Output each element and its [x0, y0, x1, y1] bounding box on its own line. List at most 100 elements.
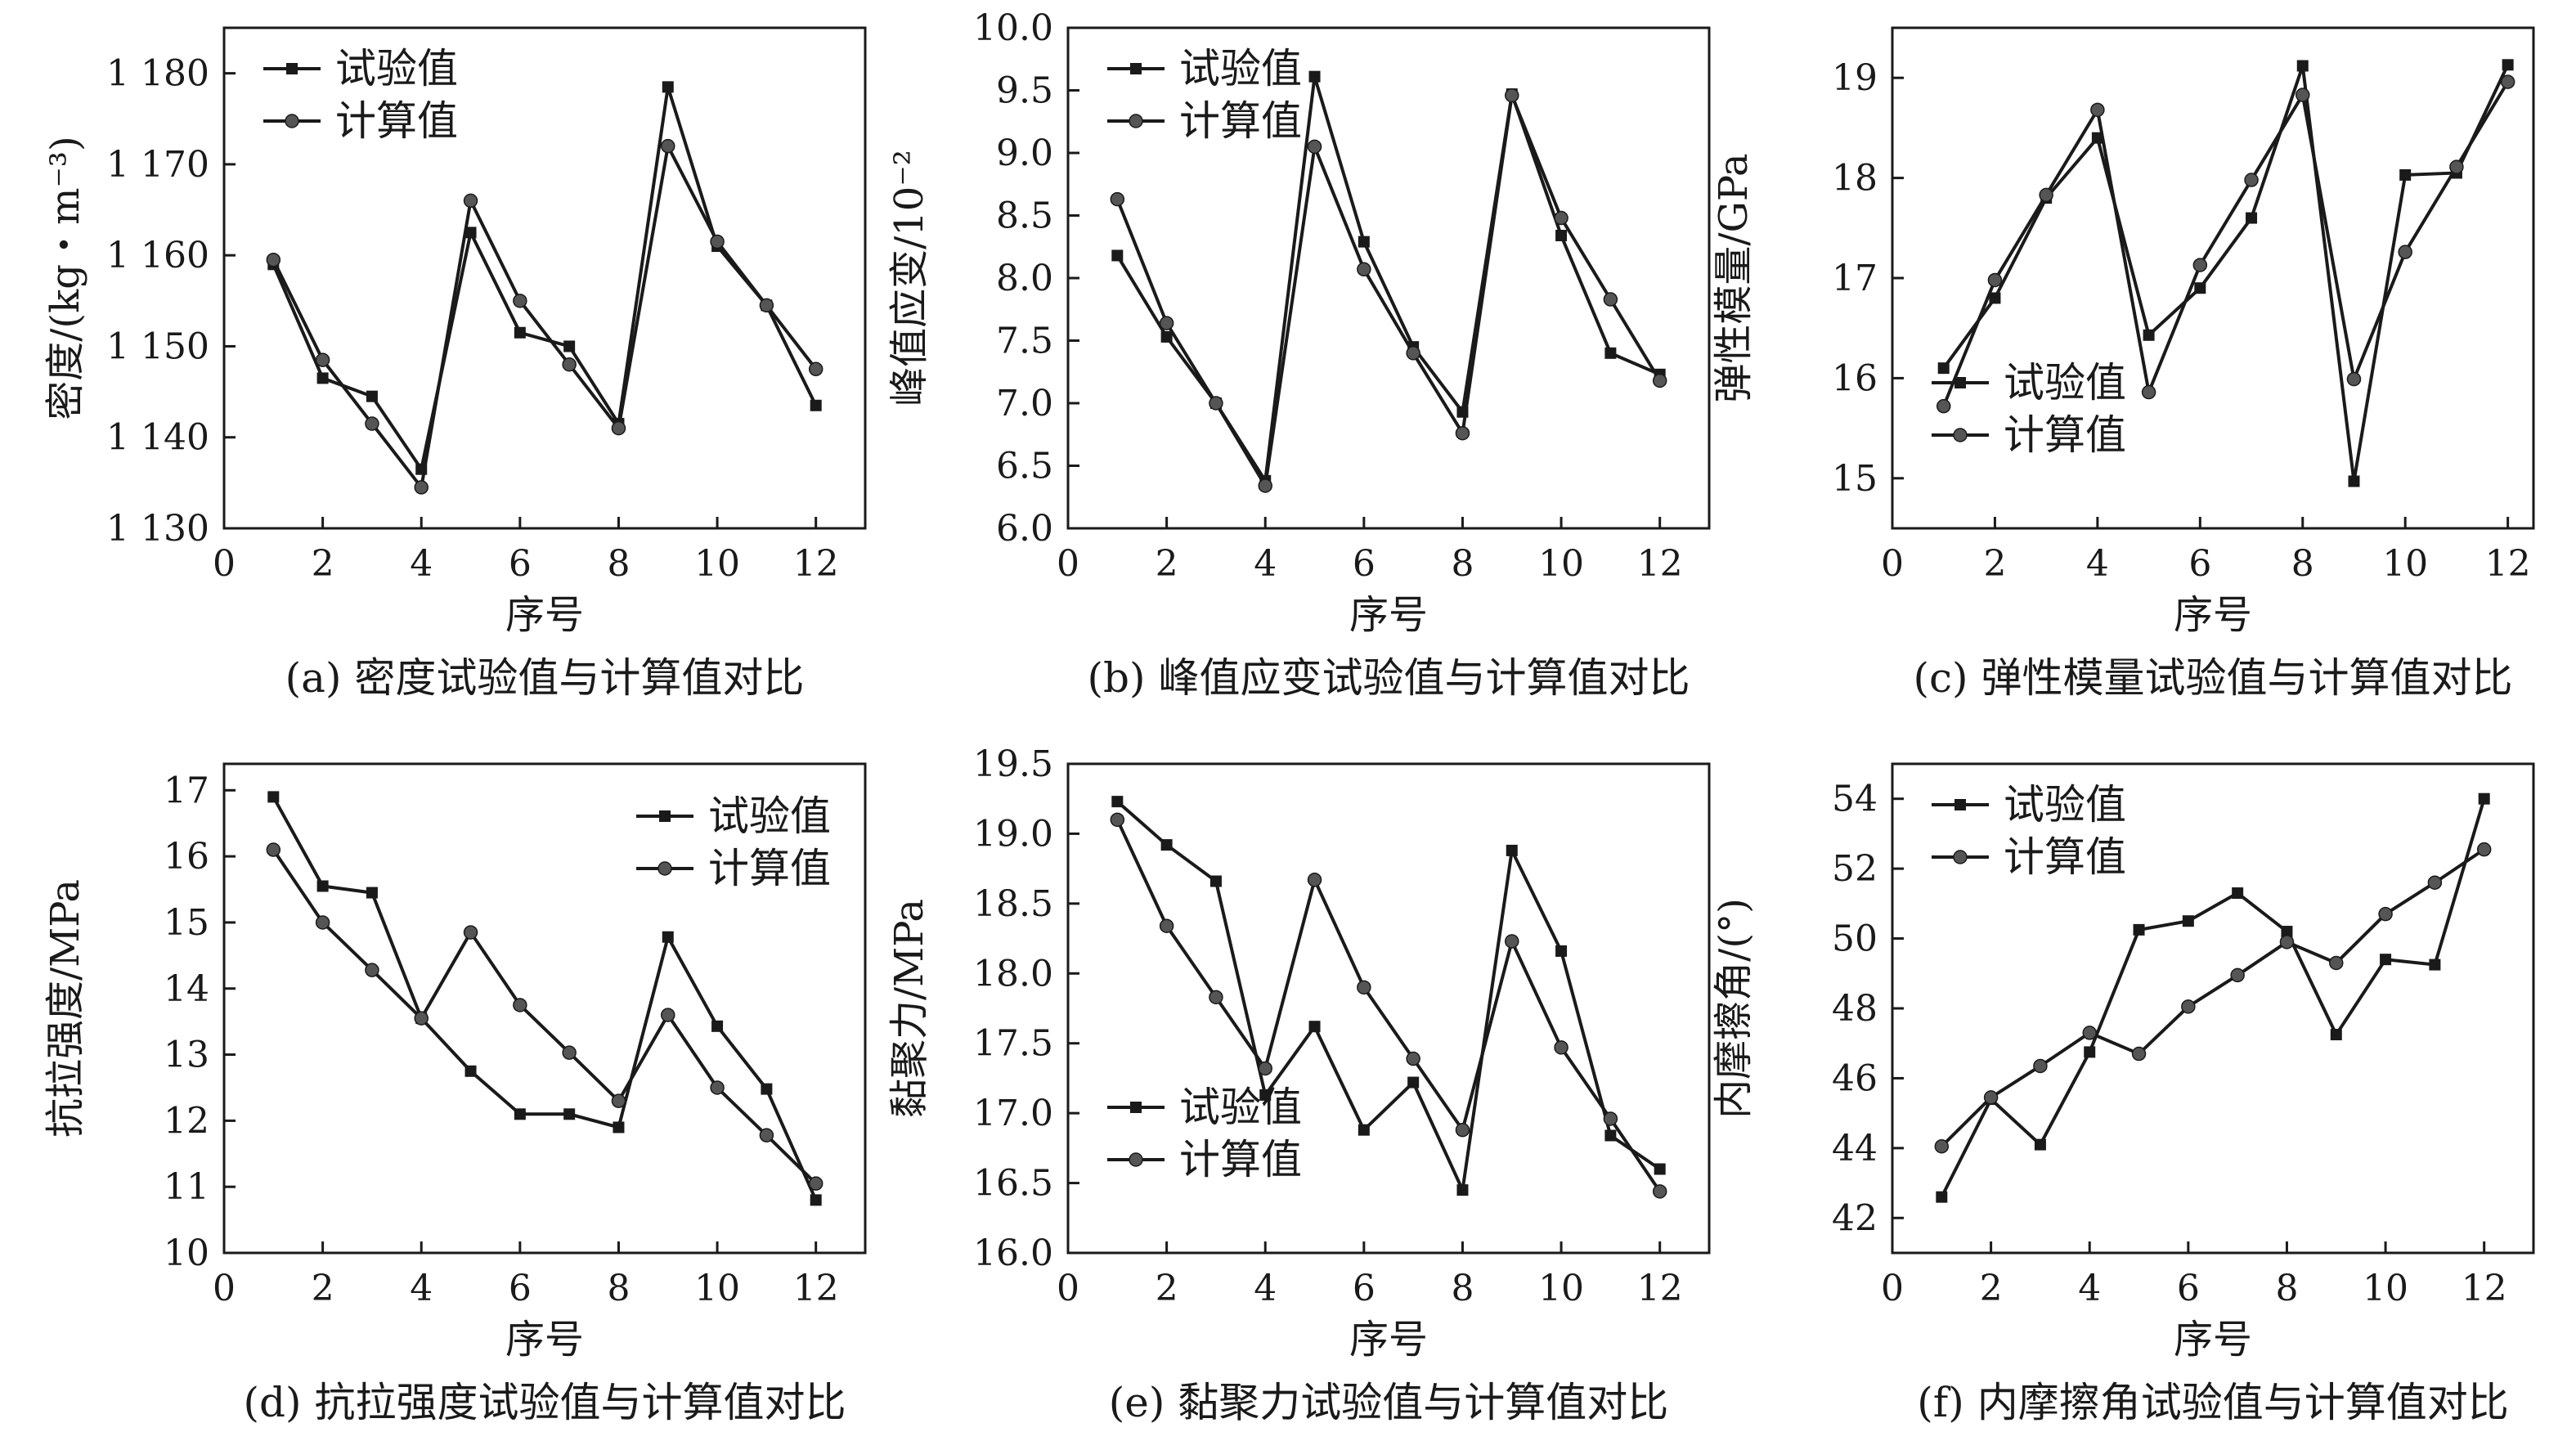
y-tick-label: 52 [1832, 848, 1878, 890]
x-tick-label: 12 [1637, 543, 1683, 585]
series-calculated-point [710, 1080, 725, 1095]
series-experimental-point [711, 1020, 724, 1032]
series-experimental-point [2296, 60, 2309, 72]
x-tick-label: 6 [1353, 1268, 1376, 1309]
legend-label: 计算值 [2004, 411, 2126, 459]
y-tick-label: 9.0 [996, 132, 1053, 174]
series-experimental-point [2091, 132, 2103, 144]
y-axis-label: 密度/(kg・m⁻³) [43, 136, 88, 420]
series-calculated-point [1406, 346, 1420, 361]
x-tick-label: 2 [1983, 543, 2006, 585]
x-tick-label: 4 [2078, 1268, 2101, 1309]
series-calculated-point [2296, 88, 2310, 102]
chart-panel-b: 0 2 4 6 8 10 12 6.0 6.5 7.0 7.5 8.0 8.5 9.0 9.5 10.0 序号 峰… [886, 7, 1711, 702]
y-tick-label: 16 [164, 836, 209, 878]
y-tick-label: 14 [164, 968, 209, 1010]
series-calculated-point [2230, 967, 2245, 983]
x-tick-label: 2 [1156, 1268, 1178, 1309]
series-experimental-point [810, 399, 822, 411]
series-calculated-point [808, 361, 824, 377]
chart-panel-d: 0 2 4 6 8 10 12 10 11 12 13 14 15 16 17 序号 抗拉强度/MPa (d) 抗… [43, 762, 867, 1426]
series-calculated-point [1357, 262, 1371, 277]
series-calculated-point [2082, 1026, 2097, 1040]
series-experimental-point [1555, 229, 1568, 241]
x-tick-label: 12 [2462, 1268, 2507, 1309]
series-experimental-point [1989, 292, 2001, 304]
series-experimental-point [464, 1065, 477, 1077]
series-calculated-point [661, 138, 675, 154]
y-tick-label: 1 170 [106, 144, 209, 186]
x-tick-label: 2 [312, 1268, 334, 1309]
series-experimental-point [1407, 1076, 1420, 1089]
y-tick-label: 8.0 [996, 258, 1053, 299]
y-tick-label: 50 [1832, 918, 1878, 960]
series-calculated-point [2039, 187, 2053, 203]
series-calculated-point [513, 998, 527, 1012]
series-calculated-point [513, 294, 527, 308]
x-tick-label: 4 [1254, 1268, 1277, 1309]
x-tick-label: 0 [213, 543, 236, 585]
y-axis-label: 弹性模量/GPa [1711, 153, 1757, 402]
series-calculated-point [1934, 1138, 1950, 1154]
series-calculated-point [710, 234, 725, 249]
x-axis-label: 序号 [505, 592, 584, 638]
x-tick-label: 6 [1353, 543, 1376, 585]
series-experimental-point [563, 1108, 576, 1120]
y-tick-label: 44 [1832, 1128, 1878, 1169]
series-experimental-line [1942, 64, 2510, 482]
panel-caption: (d) 抗拉强度试验值与计算值对比 [244, 1379, 846, 1426]
y-tick-label: 9.5 [996, 70, 1053, 112]
y-tick-label: 12 [164, 1100, 209, 1142]
series-calculated-point [463, 925, 478, 940]
series-experimental-point [267, 791, 280, 803]
legend-marker-square [659, 810, 671, 822]
series-calculated-line [1115, 819, 1662, 1192]
legend-label: 计算值 [335, 97, 458, 145]
series-calculated-point [1357, 980, 1371, 995]
series-experimental-point [366, 887, 378, 899]
series-calculated-point [266, 842, 281, 857]
x-tick-label: 8 [1451, 543, 1474, 585]
series-calculated-point [2427, 875, 2443, 890]
x-tick-label: 4 [410, 1268, 433, 1309]
legend-marker-circle [1129, 1152, 1143, 1167]
y-tick-label: 6.0 [996, 508, 1053, 550]
y-tick-label: 16 [1832, 357, 1878, 399]
legend-label: 试验值 [335, 45, 458, 92]
series-calculated-point [562, 357, 577, 372]
x-axis-label: 序号 [505, 1317, 584, 1362]
x-tick-label: 8 [2275, 1268, 2298, 1309]
series-calculated-point [1455, 1122, 1470, 1138]
y-tick-label: 6.5 [996, 446, 1053, 487]
series-calculated-point [1652, 1184, 1667, 1199]
series-calculated-line [1115, 89, 1662, 491]
series-calculated-point [1505, 88, 1519, 103]
series-experimental-point [2133, 923, 2145, 936]
series-calculated-point [1406, 1051, 1420, 1066]
legend-label: 计算值 [1179, 97, 1302, 145]
series-calculated-point [1987, 272, 2003, 288]
y-tick-label: 8.5 [996, 195, 1053, 237]
series-calculated-point [266, 252, 281, 267]
series-experimental-point [1358, 1124, 1370, 1136]
y-axis-label: 内摩擦角/(°) [1711, 898, 1757, 1119]
x-tick-label: 4 [2086, 543, 2109, 585]
chart-panel-c: 0 2 4 6 8 10 12 15 16 17 18 19 序号 弹性模量/GPa (c) 弹性模量试验值… [1711, 26, 2535, 702]
series-experimental-line [1115, 800, 1661, 1196]
series-calculated-point [2329, 955, 2344, 971]
series-experimental-point [514, 326, 526, 339]
x-tick-label: 10 [1538, 543, 1584, 585]
series-experimental-point [1654, 1163, 1666, 1175]
x-tick-label: 6 [509, 543, 532, 585]
x-tick-label: 4 [1254, 543, 1277, 585]
series-calculated-point [365, 963, 379, 977]
x-tick-label: 12 [1637, 1268, 1683, 1309]
y-tick-label: 10 [164, 1232, 209, 1274]
series-experimental-point [563, 340, 576, 352]
x-tick-label: 12 [793, 543, 839, 585]
series-experimental-point [366, 390, 378, 402]
